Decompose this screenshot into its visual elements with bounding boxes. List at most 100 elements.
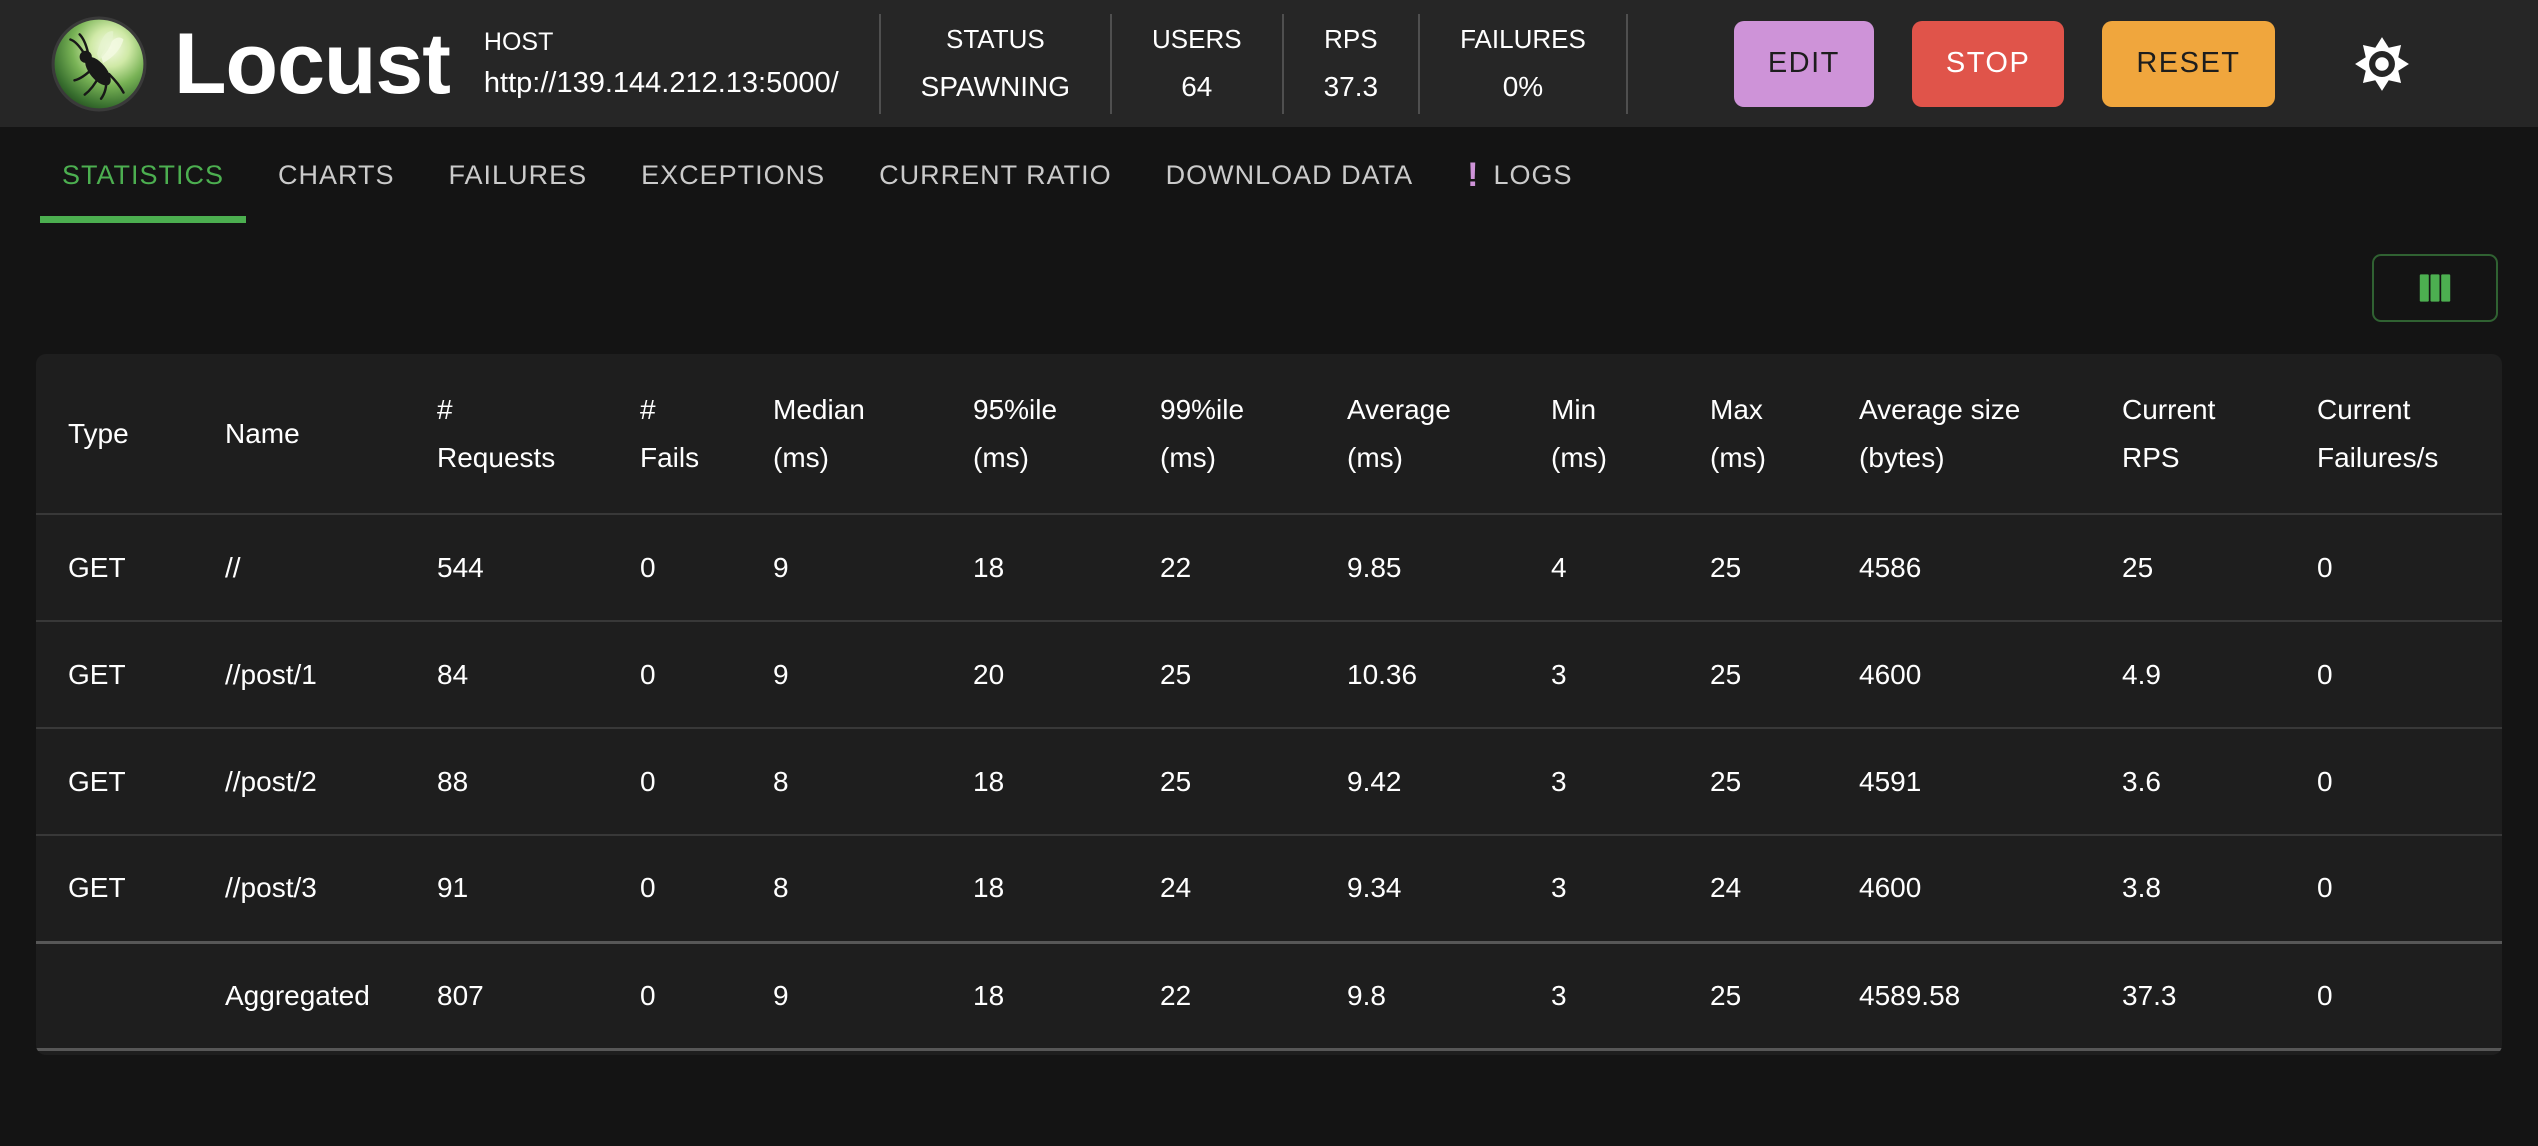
cell-median: 8 bbox=[741, 727, 941, 835]
tab-label: EXCEPTIONS bbox=[641, 159, 826, 190]
column-header-fails[interactable]: # Fails bbox=[640, 393, 700, 473]
stat-value: SPAWNING bbox=[920, 71, 1071, 102]
cell-type: GET bbox=[36, 620, 193, 728]
stop-button[interactable]: STOP bbox=[1911, 20, 2065, 107]
cell-current-failures: 0 bbox=[2285, 620, 2502, 728]
cell-median: 9 bbox=[741, 620, 941, 728]
table-row: GET//post/3 91 0 8 18 24 9.34 3 24 4600 3.8 0 bbox=[36, 834, 2502, 942]
cell-requests: 544 bbox=[405, 513, 608, 621]
stat-label: USERS bbox=[1152, 24, 1242, 54]
cell-name: //post/3 bbox=[193, 834, 405, 942]
cell-average: 9.34 bbox=[1315, 834, 1519, 942]
table-body: GET//544 0 9 18 22 9.85 4 25 4586 25 0 GET//post/1 8… bbox=[36, 513, 2502, 1051]
tab-label: LOGS bbox=[1493, 159, 1573, 190]
column-header-current-failures[interactable]: Current Failures/s bbox=[2317, 393, 2439, 473]
column-header-p99[interactable]: 99%ile (ms) bbox=[1160, 393, 1245, 473]
cell-p95: 20 bbox=[941, 620, 1128, 728]
cell-max: 25 bbox=[1678, 727, 1827, 835]
column-header-type[interactable]: Type bbox=[68, 417, 129, 449]
logs-alert-icon: ! bbox=[1467, 156, 1480, 194]
host-info: HOST http://139.144.212.13:5000/ bbox=[484, 28, 839, 100]
cell-type: GET bbox=[36, 727, 193, 835]
cell-type: GET bbox=[36, 513, 193, 621]
cell-median: 9 bbox=[741, 513, 941, 621]
table-row: GET//544 0 9 18 22 9.85 4 25 4586 25 0 bbox=[36, 513, 2502, 621]
reset-button[interactable]: RESET bbox=[2102, 20, 2275, 107]
cell-max: 25 bbox=[1678, 513, 1827, 621]
tab-statistics[interactable]: STATISTICS bbox=[40, 127, 247, 223]
app-bar: Locust HOST http://139.144.212.13:5000/ … bbox=[0, 0, 2538, 127]
statistics-table: Type Name # Requests # Fails Median (ms) 95%ile(… bbox=[36, 354, 2502, 1051]
cell-min: 4 bbox=[1519, 513, 1678, 621]
cell-current-rps: 4.9 bbox=[2090, 620, 2285, 728]
cell-type bbox=[36, 940, 193, 1051]
column-header-p95[interactable]: 95%ile (ms) bbox=[973, 393, 1058, 473]
tab-download-data[interactable]: DOWNLOAD DATA bbox=[1144, 127, 1436, 223]
column-header-average-size[interactable]: Average size (bytes) bbox=[1859, 393, 2021, 473]
tab-current-ratio[interactable]: CURRENT RATIO bbox=[857, 127, 1134, 223]
header-stat: STATUS SPAWNING bbox=[878, 13, 1110, 114]
column-selector-button[interactable] bbox=[2372, 254, 2498, 322]
cell-requests: 88 bbox=[405, 727, 608, 835]
cell-current-failures: 0 bbox=[2285, 940, 2502, 1051]
cell-fails: 0 bbox=[608, 513, 741, 621]
edit-button[interactable]: EDIT bbox=[1733, 20, 1874, 107]
cell-requests: 91 bbox=[405, 834, 608, 942]
cell-fails: 0 bbox=[608, 834, 741, 942]
stat-value: 37.3 bbox=[1323, 71, 1379, 102]
settings-button[interactable] bbox=[2353, 35, 2411, 93]
table-row: GET//post/2 88 0 8 18 25 9.42 3 25 4591 3.6 0 bbox=[36, 727, 2502, 835]
tab-bar: STATISTICS CHARTS FAILURES EXCEPTIONS CU… bbox=[0, 127, 2538, 223]
cell-fails: 0 bbox=[608, 940, 741, 1051]
cell-name: // bbox=[193, 513, 405, 621]
cell-min: 3 bbox=[1519, 940, 1678, 1051]
tab-charts[interactable]: CHARTS bbox=[256, 127, 417, 223]
header-stat: RPS 37.3 bbox=[1281, 13, 1419, 114]
cell-average-size: 4586 bbox=[1827, 513, 2090, 621]
cell-fails: 0 bbox=[608, 727, 741, 835]
cell-p95: 18 bbox=[941, 940, 1128, 1051]
column-header-min[interactable]: Min (ms) bbox=[1551, 393, 1607, 473]
statistics-panel: Type Name # Requests # Fails Median (ms) 95%ile(… bbox=[36, 354, 2502, 1055]
app-title: Locust bbox=[174, 15, 451, 112]
column-header-current-rps[interactable]: Current RPS bbox=[2122, 393, 2216, 473]
stat-value: 64 bbox=[1181, 71, 1213, 102]
stat-label: RPS bbox=[1324, 24, 1378, 54]
tab-label: CURRENT RATIO bbox=[879, 159, 1112, 190]
tab-failures[interactable]: FAILURES bbox=[427, 127, 610, 223]
column-header-max[interactable]: Max (ms) bbox=[1710, 393, 1766, 473]
header-stats: STATUS SPAWNING USERS 64 RPS 37.3 FAILUR… bbox=[878, 0, 1628, 127]
cell-average-size: 4600 bbox=[1827, 834, 2090, 942]
column-header-name[interactable]: Name bbox=[225, 417, 300, 449]
cell-name: //post/2 bbox=[193, 727, 405, 835]
column-header-median[interactable]: Median (ms) bbox=[773, 393, 865, 473]
table-row: Aggregated 807 0 9 18 22 9.8 3 25 4589.58 37.3 0 bbox=[36, 940, 2502, 1051]
host-url: http://139.144.212.13:5000/ bbox=[483, 66, 839, 99]
tab-exceptions[interactable]: EXCEPTIONS bbox=[619, 127, 847, 223]
cell-fails: 0 bbox=[608, 620, 741, 728]
cell-average: 9.42 bbox=[1315, 727, 1519, 835]
column-header-requests[interactable]: # Requests bbox=[437, 393, 556, 473]
cell-p99: 24 bbox=[1128, 834, 1315, 942]
stat-value: 0% bbox=[1502, 71, 1544, 102]
cell-current-failures: 0 bbox=[2285, 513, 2502, 621]
cell-p99: 25 bbox=[1128, 727, 1315, 835]
host-label: HOST bbox=[483, 27, 554, 56]
cell-requests: 84 bbox=[405, 620, 608, 728]
cell-median: 9 bbox=[741, 940, 941, 1051]
cell-p99: 22 bbox=[1128, 940, 1315, 1051]
table-row: GET//post/1 84 0 9 20 25 10.36 3 25 4600 4.9 0 bbox=[36, 620, 2502, 728]
cell-average: 10.36 bbox=[1315, 620, 1519, 728]
brand-link[interactable]: Locust bbox=[50, 15, 484, 113]
tab-label: FAILURES bbox=[448, 159, 588, 190]
tab-logs[interactable]: ! LOGS bbox=[1445, 127, 1594, 223]
column-header-average[interactable]: Average (ms) bbox=[1347, 393, 1451, 473]
tab-label: STATISTICS bbox=[62, 159, 225, 190]
stat-label: FAILURES bbox=[1460, 24, 1586, 54]
cell-min: 3 bbox=[1519, 620, 1678, 728]
cell-p99: 25 bbox=[1128, 620, 1315, 728]
header-actions: EDIT STOP RESET bbox=[1733, 20, 2275, 107]
cell-current-rps: 3.6 bbox=[2090, 727, 2285, 835]
cell-current-rps: 37.3 bbox=[2090, 940, 2285, 1051]
cell-p95: 18 bbox=[941, 727, 1128, 835]
